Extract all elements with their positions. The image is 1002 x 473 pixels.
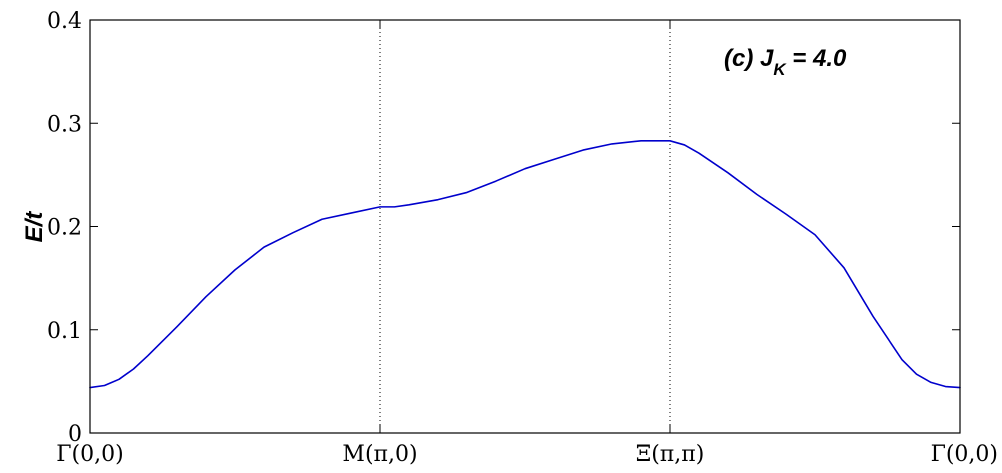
reference-lines bbox=[379, 20, 671, 433]
axis-ticks: 0 0.1 0.2 0.3 0.4 Γ(0,0) M(π,0) Ξ(π,π) Γ(0,0) bbox=[47, 9, 998, 467]
y-tick-label: 0.1 bbox=[47, 319, 82, 344]
y-tick-label: 0.4 bbox=[47, 9, 82, 34]
series-layer bbox=[89, 140, 961, 389]
y-tick-label: 0.2 bbox=[47, 216, 82, 241]
series-line bbox=[89, 140, 961, 389]
x-tick-label: Γ(0,0) bbox=[56, 442, 123, 467]
annotation-suffix: = 4.0 bbox=[786, 45, 847, 72]
x-tick-label: Ξ(π,π) bbox=[636, 442, 705, 467]
x-tick-label: M(π,0) bbox=[342, 442, 417, 467]
x-tick-label: Γ(0,0) bbox=[931, 442, 998, 467]
annotation-prefix: (c) J bbox=[724, 45, 774, 72]
y-axis-label: E/t bbox=[21, 211, 48, 243]
annotation-label: (c) JK = 4.0 bbox=[724, 45, 847, 79]
annotation-subscript: K bbox=[773, 60, 787, 79]
y-tick-label: 0 bbox=[68, 422, 82, 447]
y-tick-label: 0.3 bbox=[47, 112, 82, 137]
